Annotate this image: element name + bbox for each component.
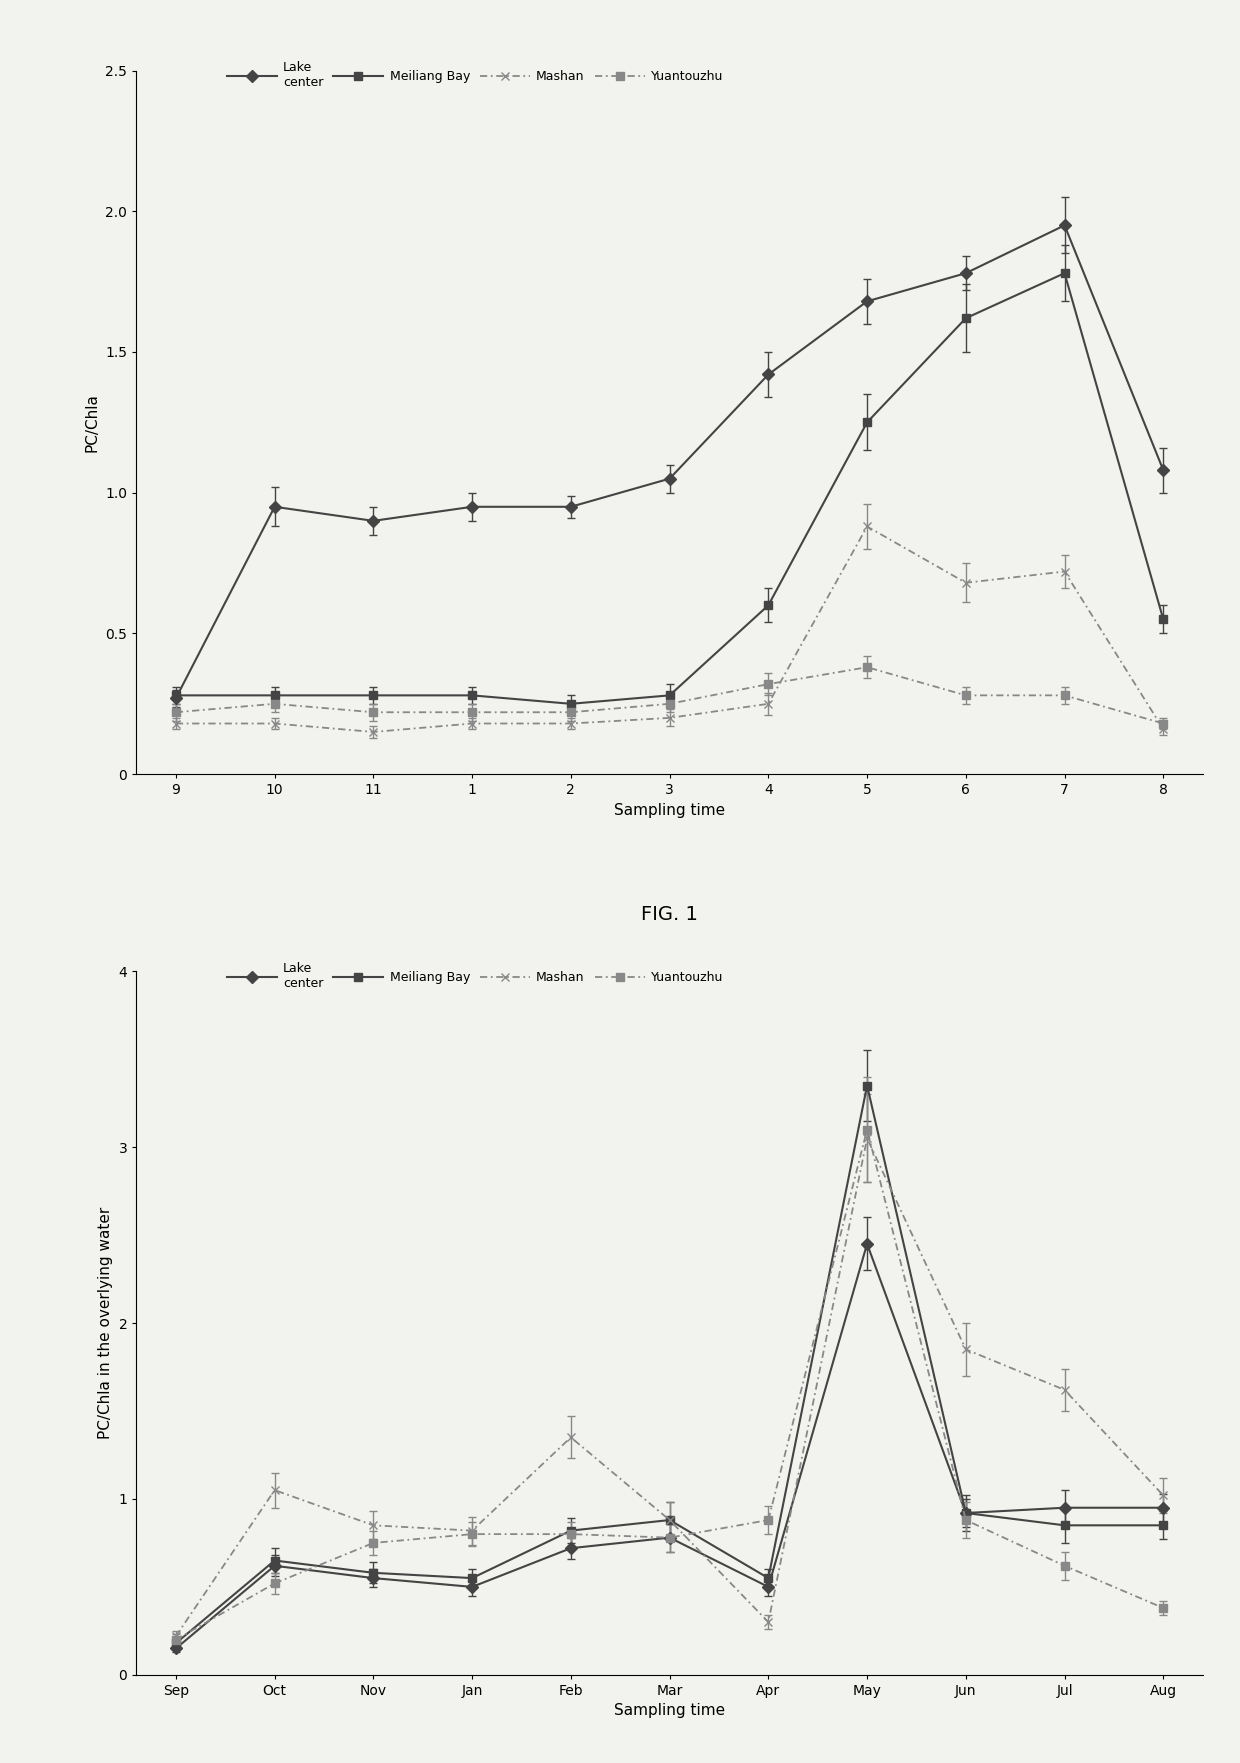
Y-axis label: PC/Chla: PC/Chla [84, 393, 99, 451]
Y-axis label: PC/Chla in the overlying water: PC/Chla in the overlying water [98, 1208, 113, 1439]
Legend: Lake
center, Meiliang Bay, Mashan, Yuantouzhu: Lake center, Meiliang Bay, Mashan, Yuant… [222, 957, 728, 994]
X-axis label: Sampling time: Sampling time [614, 802, 725, 818]
Text: FIG. 1: FIG. 1 [641, 906, 698, 924]
Legend: Lake
center, Meiliang Bay, Mashan, Yuantouzhu: Lake center, Meiliang Bay, Mashan, Yuant… [222, 56, 728, 95]
X-axis label: Sampling time: Sampling time [614, 1703, 725, 1719]
